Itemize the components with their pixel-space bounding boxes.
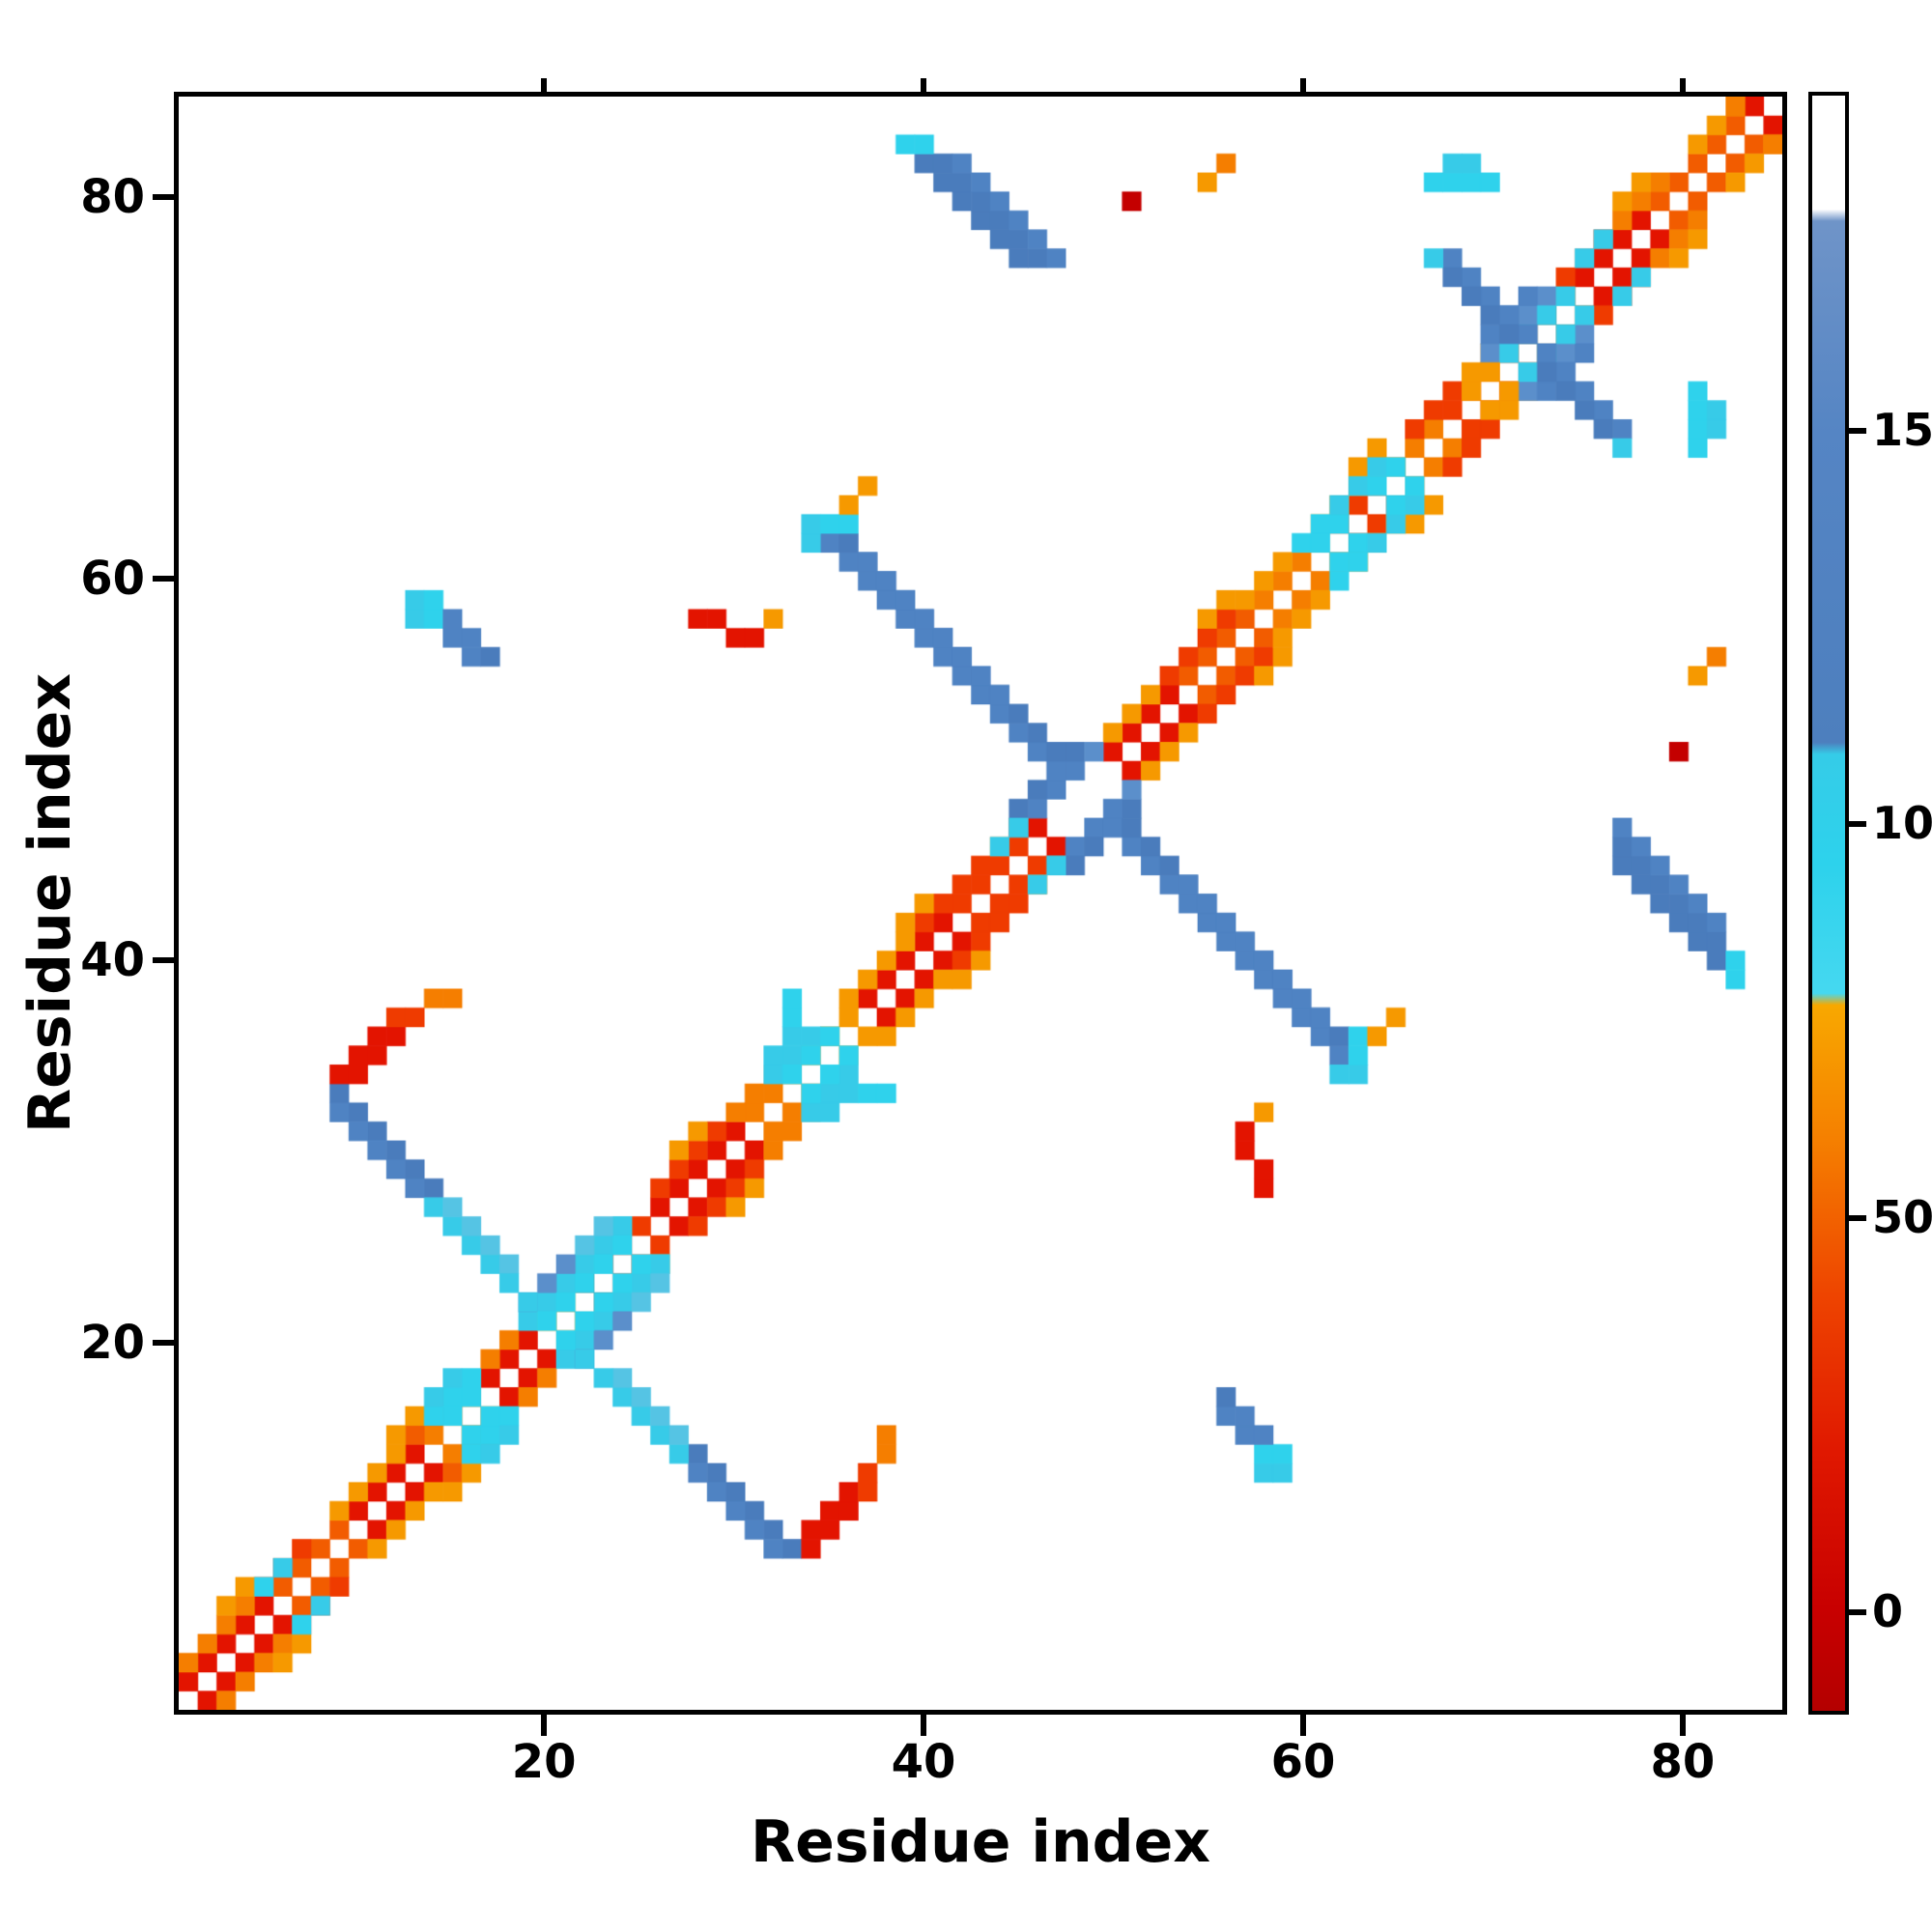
colorbar-tick-label: 0 (1872, 1584, 1904, 1637)
y-tick-label: 40 (80, 933, 145, 988)
colorbar-tick-mark (1845, 821, 1866, 828)
x-tick-mark (541, 1715, 548, 1736)
colorbar-tick-label: 150 (1872, 403, 1932, 456)
y-tick-label: 20 (80, 1315, 145, 1370)
y-tick-mark (153, 576, 174, 582)
y-tick-mark (153, 193, 174, 200)
x-tick-label: 20 (511, 1735, 577, 1789)
colorbar (1808, 92, 1849, 1715)
x-tick-mark-top (1300, 78, 1306, 92)
plot-area (174, 92, 1787, 1715)
colorbar-tick-mark (1845, 1608, 1866, 1615)
colorbar-tick-mark (1845, 1215, 1866, 1222)
colorbar-tick-label: 50 (1872, 1191, 1932, 1244)
y-axis-label: Residue index (16, 672, 84, 1134)
x-tick-label: 60 (1270, 1735, 1336, 1789)
x-axis-label: Residue index (750, 1808, 1211, 1876)
x-tick-mark (921, 1715, 927, 1736)
y-tick-mark (153, 957, 174, 964)
x-tick-mark-top (1679, 78, 1686, 92)
colorbar-tick-mark (1845, 427, 1866, 434)
y-tick-mark (153, 1339, 174, 1346)
x-tick-label: 40 (891, 1735, 956, 1789)
x-tick-label: 80 (1650, 1735, 1716, 1789)
colorbar-tick-label: 100 (1872, 797, 1932, 850)
y-tick-label: 60 (80, 552, 145, 606)
x-tick-mark-top (921, 78, 927, 92)
heatmap-canvas (179, 97, 1782, 1710)
y-tick-label: 80 (80, 169, 145, 224)
x-tick-mark-top (541, 78, 548, 92)
x-tick-mark (1679, 1715, 1686, 1736)
x-tick-mark (1300, 1715, 1306, 1736)
